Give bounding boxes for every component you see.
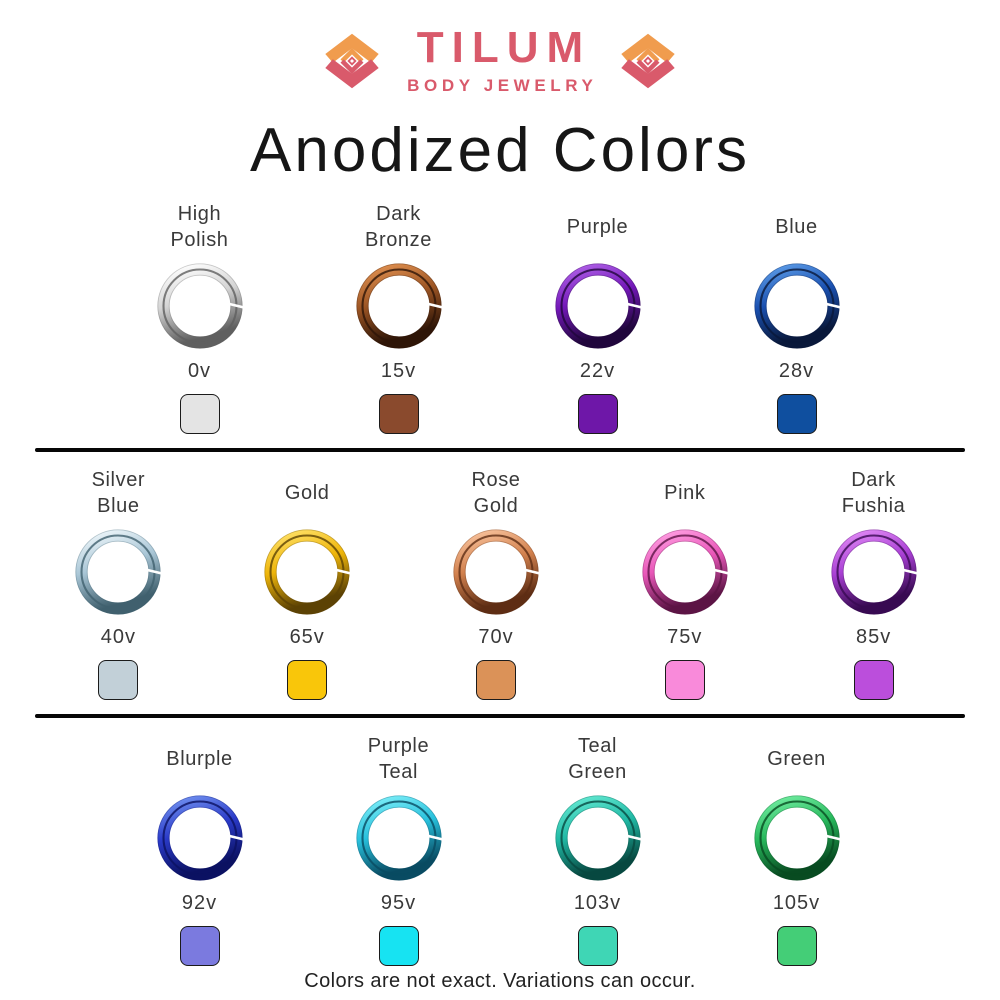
icon-center-diamond-hole (645, 58, 650, 63)
color-swatch (664, 659, 705, 700)
color-name: High Polish (170, 202, 229, 251)
captive-ring-image (72, 526, 164, 618)
tilum-diamond-icon (325, 33, 379, 89)
icon-inner-diamond-bottom (636, 59, 660, 75)
color-item-silver-blue: Silver Blue 40v (24, 466, 213, 700)
color-swatch (776, 393, 817, 434)
brand-tagline: BODY JEWELRY (407, 75, 598, 95)
color-item-pink: Pink 75v (590, 466, 779, 700)
color-row-3: Blurple 92v Purple Teal 95v Teal Green 1… (0, 732, 1000, 966)
brand-name: TILUM (416, 23, 592, 72)
icon-inner-diamond-top (636, 47, 660, 63)
brand-text: TILUM BODY JEWELRY (407, 25, 593, 96)
captive-ring-image (353, 792, 445, 884)
color-name: Purple (566, 215, 629, 238)
voltage-label: 85v (855, 625, 892, 648)
voltage-label: 28v (778, 359, 815, 382)
color-name: Purple Teal (367, 734, 430, 783)
color-swatch (179, 393, 220, 434)
captive-ring-image (353, 260, 445, 352)
captive-ring-image (751, 792, 843, 884)
color-swatch (179, 925, 220, 966)
color-swatch (378, 925, 419, 966)
color-name: Dark Bronze (365, 202, 432, 251)
color-item-blue: Blue 28v (697, 200, 896, 434)
color-item-teal-green: Teal Green 103v (498, 732, 697, 966)
color-name: Silver Blue (91, 468, 146, 517)
color-row-2: Silver Blue 40v Gold 65v Rose Gold 70v P… (0, 466, 1000, 700)
voltage-label: 0v (187, 359, 212, 382)
color-name: Rose Gold (471, 468, 521, 517)
color-item-rose-gold: Rose Gold 70v (402, 466, 591, 700)
color-item-dark-fushia: Dark Fushia 85v (779, 466, 968, 700)
voltage-label: 22v (579, 359, 616, 382)
color-item-blurple: Blurple 92v (100, 732, 299, 966)
section-divider (35, 713, 965, 718)
color-name: Green (767, 747, 826, 770)
captive-ring-image (751, 260, 843, 352)
voltage-label: 105v (772, 891, 821, 914)
color-item-dark-bronze: Dark Bronze 15v (299, 200, 498, 434)
color-name: Teal Green (568, 734, 627, 783)
color-swatch (577, 925, 618, 966)
color-item-purple: Purple 22v (498, 200, 697, 434)
section-divider (35, 447, 965, 452)
color-name: Pink (664, 481, 706, 504)
disclaimer-text: Colors are not exact. Variations can occ… (304, 969, 696, 992)
captive-ring-image (639, 526, 731, 618)
color-swatch (378, 393, 419, 434)
color-name: Blurple (166, 747, 233, 770)
color-swatch (776, 925, 817, 966)
captive-ring-image (261, 526, 353, 618)
voltage-label: 75v (667, 625, 703, 648)
color-item-green: Green 105v (697, 732, 896, 966)
captive-ring-image (450, 526, 542, 618)
icon-inner-diamond-bottom (340, 59, 364, 75)
color-item-high-polish: High Polish 0v (100, 200, 299, 434)
voltage-label: 65v (289, 625, 325, 648)
page-title: Anodized Colors (250, 115, 750, 185)
captive-ring-image (154, 792, 246, 884)
color-swatch (98, 659, 139, 700)
brand-header: TILUM BODY JEWELRY (0, 25, 1000, 96)
color-name: Blue (775, 215, 818, 238)
color-item-purple-teal: Purple Teal 95v (299, 732, 498, 966)
voltage-label: 92v (181, 891, 218, 914)
color-name: Dark Fushia (841, 468, 906, 517)
color-row-1: High Polish 0v Dark Bronze 15v Purple 22… (0, 200, 1000, 434)
voltage-label: 40v (100, 625, 137, 648)
color-swatch (287, 659, 328, 700)
color-swatch (577, 393, 618, 434)
voltage-label: 95v (380, 891, 417, 914)
captive-ring-image (154, 260, 246, 352)
color-item-gold: Gold 65v (213, 466, 402, 700)
color-name: Gold (284, 481, 330, 504)
color-swatch (475, 659, 516, 700)
captive-ring-image (828, 526, 920, 618)
captive-ring-image (552, 792, 644, 884)
captive-ring-image (552, 260, 644, 352)
tilum-diamond-icon (621, 33, 675, 89)
icon-inner-diamond-top (340, 47, 364, 63)
voltage-label: 70v (478, 625, 514, 648)
voltage-label: 15v (380, 359, 417, 382)
voltage-label: 103v (573, 891, 622, 914)
color-swatch (853, 659, 894, 700)
